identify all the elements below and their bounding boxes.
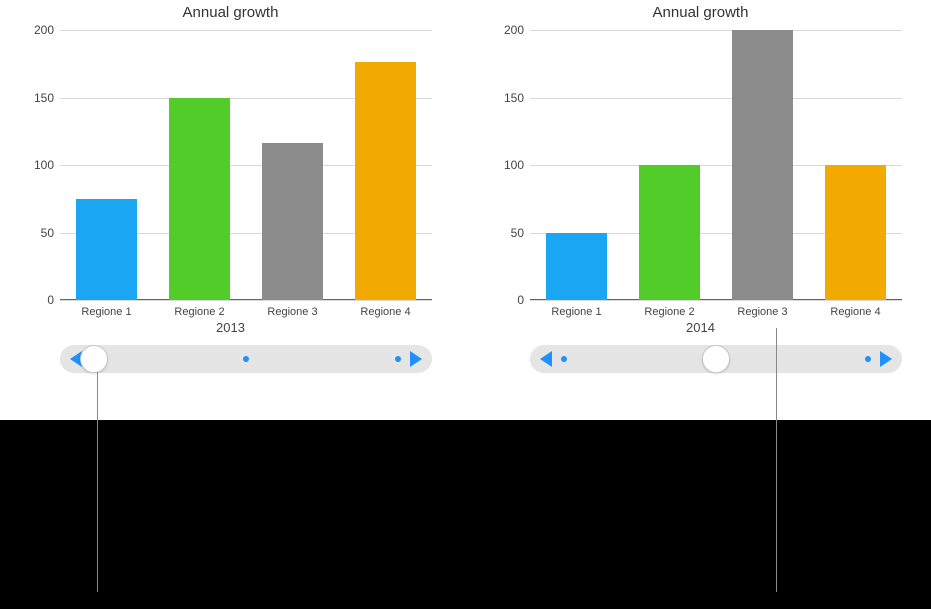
y-tick-label: 50 — [484, 226, 524, 240]
gridline — [60, 300, 432, 301]
y-tick-label: 100 — [484, 158, 524, 172]
chart-title: Annual growth — [8, 4, 453, 21]
bar — [639, 165, 699, 300]
y-tick-label: 0 — [484, 293, 524, 307]
year-label: 2014 — [478, 320, 923, 335]
timeline-slider[interactable] — [530, 345, 902, 373]
y-tick-label: 0 — [14, 293, 54, 307]
y-tick-label: 100 — [14, 158, 54, 172]
bar — [262, 143, 322, 300]
bar — [169, 98, 229, 301]
y-tick-label: 200 — [14, 23, 54, 37]
callout-line — [776, 328, 777, 592]
gridline — [60, 30, 432, 31]
callout-line — [97, 372, 98, 592]
slider-stop-dot[interactable] — [243, 356, 249, 362]
bar — [732, 30, 792, 300]
chart-plot: 050100150200Regione 1Regione 2Regione 3R… — [530, 30, 902, 300]
slider-knob[interactable] — [80, 345, 108, 373]
category-label: Regione 4 — [339, 306, 432, 318]
category-label: Regione 4 — [809, 306, 902, 318]
slider-knob[interactable] — [702, 345, 730, 373]
category-label: Regione 2 — [623, 306, 716, 318]
year-label: 2013 — [8, 320, 453, 335]
slider-next-icon[interactable] — [880, 351, 892, 367]
slider-next-icon[interactable] — [410, 351, 422, 367]
bar — [76, 199, 136, 300]
chart-panel-2013: Annual growth 050100150200Regione 1Regio… — [8, 0, 453, 420]
y-tick-label: 50 — [14, 226, 54, 240]
category-label: Regione 1 — [60, 306, 153, 318]
y-tick-label: 200 — [484, 23, 524, 37]
chart-plot: 050100150200Regione 1Regione 2Regione 3R… — [60, 30, 432, 300]
category-label: Regione 3 — [716, 306, 809, 318]
gridline — [530, 300, 902, 301]
slider-prev-icon[interactable] — [540, 351, 552, 367]
bar — [355, 62, 415, 300]
slider-stop-dot[interactable] — [395, 356, 401, 362]
category-label: Regione 1 — [530, 306, 623, 318]
charts-area: Annual growth 050100150200Regione 1Regio… — [0, 0, 931, 420]
category-label: Regione 3 — [246, 306, 339, 318]
slider-stop-dot[interactable] — [561, 356, 567, 362]
timeline-slider[interactable] — [60, 345, 432, 373]
chart-panel-2014: Annual growth 050100150200Regione 1Regio… — [478, 0, 923, 420]
bar — [825, 165, 885, 300]
bar — [546, 233, 606, 301]
gridline — [530, 30, 902, 31]
y-tick-label: 150 — [484, 91, 524, 105]
slider-stop-dot[interactable] — [865, 356, 871, 362]
category-label: Regione 2 — [153, 306, 246, 318]
chart-title: Annual growth — [478, 4, 923, 21]
gridline — [530, 98, 902, 99]
y-tick-label: 150 — [14, 91, 54, 105]
